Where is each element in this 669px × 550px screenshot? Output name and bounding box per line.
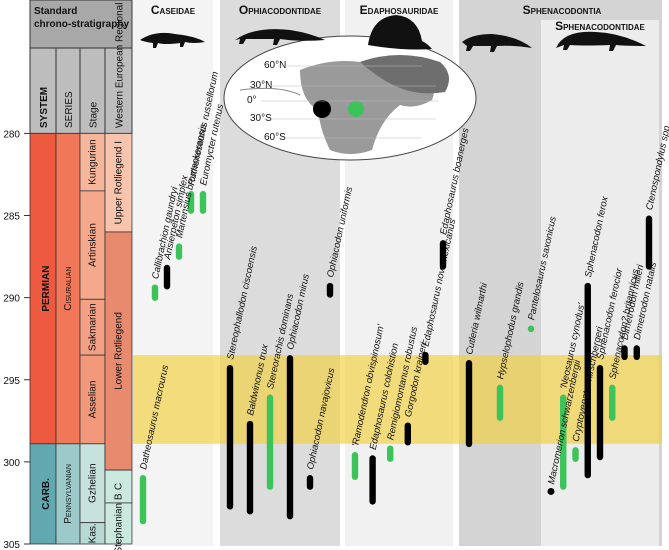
range-bar <box>187 190 195 214</box>
y-tick-label: 295 <box>3 376 20 387</box>
y-tick-label: 290 <box>3 294 20 305</box>
latitude-label: 60°N <box>264 60 286 71</box>
y-tick-label: 305 <box>3 540 20 550</box>
range-bar <box>246 420 254 515</box>
range-bar <box>326 282 334 298</box>
range-bar <box>496 384 504 421</box>
strat-cell <box>79 132 106 192</box>
range-bar <box>199 190 207 214</box>
silhouette <box>235 29 325 45</box>
range-bar <box>465 360 473 448</box>
strat-cell <box>104 502 133 545</box>
range-bar <box>175 243 183 260</box>
range-bar <box>226 364 234 510</box>
strat-cell-label: Sakmarian <box>88 303 99 351</box>
highlight-layer <box>133 355 662 444</box>
strat-col-label: Western European Regional Stages <box>115 0 126 128</box>
land <box>360 55 449 94</box>
silhouettes <box>140 15 646 52</box>
main-layer: 280 285 290 295 300 305 Standard chrono-stratig… <box>3 0 653 550</box>
strat-col-header <box>104 47 133 134</box>
range-bar <box>560 394 567 490</box>
strat-cell-label: C <box>114 483 125 490</box>
silhouette <box>462 34 532 52</box>
group-header: Sphenacodontidae <box>555 19 645 33</box>
range-bar <box>266 394 274 490</box>
graticule <box>239 87 301 96</box>
range-bar <box>163 264 171 290</box>
strat-cell-label: Kungurian <box>88 139 99 185</box>
range-bar <box>139 475 147 525</box>
strat-col-header <box>79 47 106 134</box>
range-bar <box>286 355 294 520</box>
latitude-label: 0° <box>247 95 257 106</box>
range-bar <box>404 422 411 446</box>
silhouette <box>368 15 432 50</box>
strat-cell <box>79 190 106 300</box>
range-bar <box>621 345 628 361</box>
strat-cell-label: Stephanian B <box>114 493 125 550</box>
strat-cell-label: Lower Rotliegend <box>114 312 125 390</box>
strat-cell <box>79 354 106 445</box>
range-bar <box>596 364 604 461</box>
strat-cell-label: Upper Rotliegend I <box>114 141 125 224</box>
range-bar <box>387 445 394 462</box>
strat-cell-label: Kas. <box>88 523 99 543</box>
strat-header <box>29 0 133 49</box>
clade-header: Sphenacodontia <box>523 3 602 17</box>
strat-header-text: Standard chrono-stratigraphy <box>34 6 129 30</box>
strat-cell-label: Cisuralian <box>63 267 74 311</box>
locality-dot <box>348 101 364 117</box>
range-bar <box>369 455 376 505</box>
range-point <box>547 487 555 495</box>
range-bar <box>645 215 653 270</box>
locality-dot <box>313 100 331 118</box>
strat-col-label: SERIES <box>64 91 75 128</box>
strat-cell-label: Asselian <box>88 381 99 419</box>
column-bg <box>133 0 213 546</box>
strat-cell-label: Gzhelian <box>88 463 99 502</box>
range-bar <box>422 351 429 365</box>
range-bar <box>439 240 447 270</box>
silhouette <box>140 32 205 48</box>
group-header: Caseidae <box>151 3 196 17</box>
group-header: Edaphosauridae <box>360 3 439 17</box>
y-tick-label: 285 <box>3 212 20 223</box>
latitude-label: 60°S <box>264 132 286 143</box>
strat-cell-label: PERMIAN <box>41 266 52 312</box>
range-bar <box>351 452 359 480</box>
strat-cell <box>29 443 57 545</box>
y-tick-label: 280 <box>3 129 20 140</box>
latitude-label: 30°S <box>250 113 272 124</box>
range-bar <box>306 475 314 490</box>
strat-cell-label: Artinskian <box>88 223 99 267</box>
strat-col-header <box>55 47 81 134</box>
strat-cell <box>79 443 106 524</box>
latitude-label: 30°N <box>250 80 272 91</box>
range-bar <box>572 447 579 462</box>
strat-cell-label: CARB. <box>41 478 52 510</box>
strat-col-label: Stage <box>89 101 100 128</box>
strat-cell <box>55 132 81 445</box>
group-header: Ophiacodontidae <box>239 3 322 17</box>
range-bar <box>151 284 159 301</box>
strat-col-label: SYSTEM <box>39 87 50 128</box>
range-bar <box>584 282 591 479</box>
range-bar <box>609 384 616 421</box>
range-bar <box>527 325 535 333</box>
range-bar <box>633 345 640 361</box>
strat-cell-label: Pennsylvanian <box>63 464 74 524</box>
strat-cell <box>104 132 133 233</box>
highlight-band <box>133 355 662 444</box>
silhouette <box>556 31 646 51</box>
y-tick-label: 300 <box>3 458 20 469</box>
paleomap: 60°N 30°N 0° 30°S 60°S <box>223 35 477 161</box>
strat-cell <box>104 231 133 471</box>
